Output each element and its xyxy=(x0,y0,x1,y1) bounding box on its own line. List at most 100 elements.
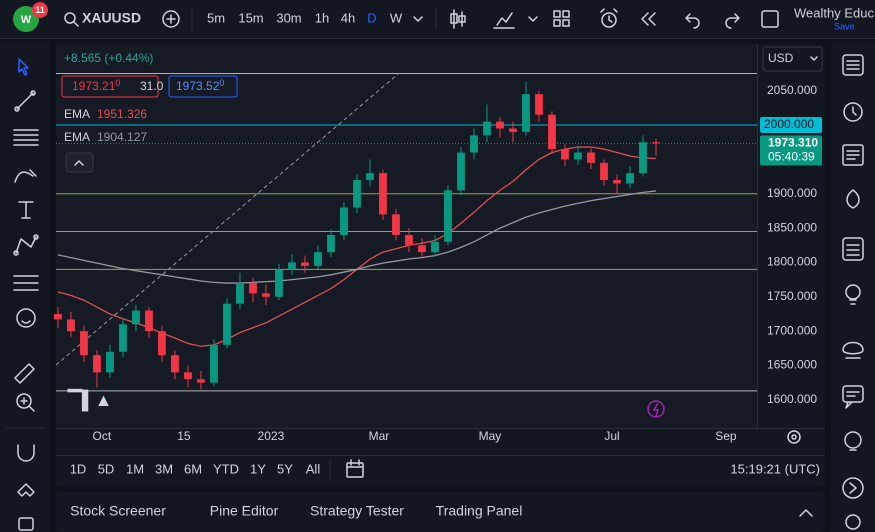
ema-name[interactable]: EMA xyxy=(64,107,90,121)
drawing-tools-part[interactable] xyxy=(16,92,34,110)
replay[interactable] xyxy=(641,12,656,26)
add-symbol-part[interactable] xyxy=(162,10,180,28)
drawing-tools-part[interactable] xyxy=(33,234,39,240)
currency[interactable]: USD xyxy=(768,51,794,65)
drawing-tools-part[interactable] xyxy=(18,58,29,76)
drawing-tools-part[interactable] xyxy=(14,363,35,384)
events-icon[interactable] xyxy=(647,400,665,418)
side-widgets-part[interactable] xyxy=(846,189,860,209)
drawing-tools-part[interactable] xyxy=(17,483,35,497)
layouts-part[interactable] xyxy=(562,19,570,27)
buy-price[interactable]: 1973.520 xyxy=(176,78,224,93)
ask[interactable]: 1973.52 xyxy=(176,79,220,93)
settings-part[interactable] xyxy=(791,434,797,440)
collapse-icon[interactable] xyxy=(74,160,84,166)
range-button[interactable]: 6M xyxy=(184,461,202,476)
search-icon[interactable] xyxy=(64,12,79,27)
price-marker[interactable] xyxy=(760,117,822,134)
drawing-tools-part[interactable] xyxy=(30,90,36,96)
chart-type-part[interactable] xyxy=(450,13,458,24)
date-range-part[interactable] xyxy=(346,462,364,478)
drawing-tools-part[interactable] xyxy=(16,308,36,328)
side-widgets-part[interactable] xyxy=(846,244,860,256)
bid[interactable]: 1973.21 xyxy=(72,79,116,93)
drawing-tools-part[interactable] xyxy=(18,517,34,531)
drawing-tools-part[interactable] xyxy=(13,129,39,146)
buy-button[interactable] xyxy=(168,75,238,98)
side-widgets-part[interactable] xyxy=(846,60,860,70)
indicators-part[interactable] xyxy=(493,12,515,29)
drawing-tools-part[interactable] xyxy=(15,236,37,254)
interval[interactable]: W xyxy=(390,10,403,25)
layouts-part[interactable] xyxy=(553,19,561,27)
currency-select[interactable] xyxy=(762,46,823,72)
side-widgets-part[interactable] xyxy=(842,237,864,261)
range-button[interactable]: 5D xyxy=(98,461,115,476)
ema-name[interactable]: EMA xyxy=(64,130,90,144)
price-marker-label[interactable]: 2000.000 xyxy=(764,117,814,131)
side-widgets-part[interactable] xyxy=(842,144,864,166)
sell-button[interactable] xyxy=(61,75,159,98)
indicators-menu[interactable] xyxy=(528,16,538,22)
drawing-tools-part[interactable] xyxy=(17,444,35,462)
side-widgets-part[interactable] xyxy=(842,341,864,359)
drawing-tools-part[interactable] xyxy=(21,320,31,324)
date-range[interactable] xyxy=(346,459,364,478)
side-widgets[interactable] xyxy=(842,54,864,530)
alert-part[interactable] xyxy=(600,8,618,23)
interval[interactable]: 5m xyxy=(207,10,225,25)
range-button[interactable]: 5Y xyxy=(277,461,293,476)
range-button[interactable]: YTD xyxy=(213,461,239,476)
search-icon-part[interactable] xyxy=(73,21,79,27)
interval[interactable]: 1h xyxy=(315,10,329,25)
ask-sup[interactable]: 0 xyxy=(219,78,224,88)
events-bolt[interactable] xyxy=(652,402,660,417)
settings[interactable] xyxy=(787,430,801,444)
trend-line[interactable] xyxy=(55,73,399,366)
range-button[interactable]: 1Y xyxy=(250,461,266,476)
settings-part[interactable] xyxy=(787,430,801,444)
panel-tab[interactable]: Trading Panel xyxy=(436,503,523,519)
layouts-part[interactable] xyxy=(553,10,561,18)
chart-type-part[interactable] xyxy=(458,15,466,23)
interval-menu[interactable] xyxy=(413,16,423,22)
side-widgets-part[interactable] xyxy=(849,482,857,494)
drawing-tools-part[interactable] xyxy=(13,275,39,291)
search-icon-part[interactable] xyxy=(64,12,76,24)
notification-count[interactable]: 11 xyxy=(35,5,45,15)
date-range-part[interactable] xyxy=(346,459,364,468)
tv-logo[interactable]: ▔▌▲ xyxy=(67,388,112,412)
side-widgets-part[interactable] xyxy=(843,102,863,122)
logo-mark[interactable]: W xyxy=(21,14,32,26)
range-button[interactable]: 1D xyxy=(70,461,87,476)
interval[interactable]: 4h xyxy=(341,10,355,25)
interval[interactable]: 15m xyxy=(238,10,263,25)
alert-part[interactable] xyxy=(601,12,617,28)
side-widgets-part[interactable] xyxy=(844,431,862,449)
range-button[interactable]: 3M xyxy=(155,461,173,476)
side-widgets-part[interactable] xyxy=(852,106,857,116)
interval[interactable]: D xyxy=(367,10,376,25)
indicators[interactable] xyxy=(493,12,515,29)
undo[interactable] xyxy=(685,13,700,29)
add-symbol[interactable] xyxy=(162,10,180,28)
save-button[interactable]: Save xyxy=(834,21,855,31)
account-name[interactable]: Wealthy Educ xyxy=(794,5,874,20)
side-widgets-part[interactable] xyxy=(846,150,860,160)
range-button[interactable]: All xyxy=(306,461,321,476)
drawing-tools-part[interactable] xyxy=(18,201,34,219)
drawing-tools-part[interactable] xyxy=(14,106,20,112)
sell-price[interactable]: 1973.210 xyxy=(72,78,120,93)
layouts-part[interactable] xyxy=(562,10,570,18)
drawing-tools-part[interactable] xyxy=(14,169,37,183)
panel-tab[interactable]: Strategy Tester xyxy=(310,503,404,519)
alert[interactable] xyxy=(600,8,618,28)
drawing-tools[interactable] xyxy=(13,58,39,531)
interval[interactable]: 30m xyxy=(276,10,301,25)
layout-toggle[interactable] xyxy=(761,10,779,28)
bid-sup[interactable]: 0 xyxy=(115,78,120,88)
side-widgets-part[interactable] xyxy=(845,514,861,530)
side-widgets-part[interactable] xyxy=(842,385,864,403)
side-widgets-part[interactable] xyxy=(842,477,864,499)
symbol[interactable]: XAUUSD xyxy=(82,10,141,26)
